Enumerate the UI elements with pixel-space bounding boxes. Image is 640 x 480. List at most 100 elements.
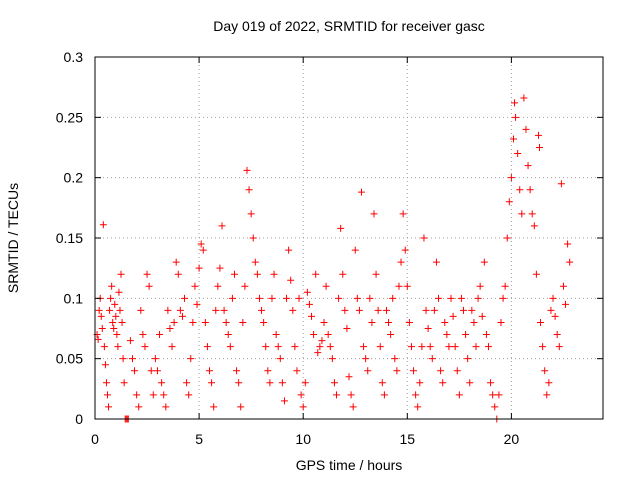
data-point — [176, 306, 184, 314]
data-point — [347, 391, 355, 399]
data-point — [141, 343, 149, 351]
grid — [95, 57, 603, 419]
data-point — [303, 288, 311, 296]
data-point — [562, 300, 570, 308]
data-point — [147, 367, 155, 375]
data-point — [164, 306, 172, 314]
data-point — [258, 306, 266, 314]
data-point — [432, 258, 440, 266]
data-point — [117, 270, 125, 278]
data-point — [407, 343, 415, 351]
data-point — [100, 343, 108, 351]
data-point — [372, 270, 380, 278]
data-point — [418, 343, 426, 351]
data-point — [378, 379, 386, 387]
data-point — [443, 331, 451, 339]
data-point — [382, 306, 390, 314]
data-point — [474, 294, 482, 302]
data-point — [233, 367, 241, 375]
data-point — [326, 343, 334, 351]
data-point — [210, 403, 218, 411]
data-point — [183, 379, 191, 387]
data-point — [98, 325, 106, 332]
data-point — [330, 379, 338, 387]
axis-ticks: 0 0.05 0.1 0.15 0.2 0.25 0.3 0 5 10 15 20 — [56, 49, 603, 447]
data-point — [220, 306, 228, 314]
data-point — [287, 276, 295, 284]
data-point — [222, 318, 230, 326]
data-point — [201, 318, 209, 326]
data-point — [310, 331, 318, 339]
data-points — [93, 94, 574, 423]
data-point — [119, 355, 127, 363]
data-point — [187, 355, 195, 363]
data-point — [143, 270, 151, 278]
x-tick-label: 0 — [91, 431, 99, 447]
data-point — [491, 403, 499, 411]
data-point — [393, 367, 401, 375]
data-point — [557, 180, 565, 188]
data-point — [251, 258, 259, 266]
data-point — [368, 318, 376, 326]
data-point — [291, 343, 299, 351]
data-point — [522, 125, 530, 133]
data-point — [262, 343, 270, 351]
x-tick-label: 10 — [295, 431, 311, 447]
data-point — [401, 246, 409, 254]
data-point — [185, 391, 193, 399]
data-point — [380, 391, 388, 399]
y-tick-label: 0.2 — [64, 170, 84, 186]
data-point — [537, 318, 545, 326]
data-point — [422, 306, 430, 314]
data-point — [420, 234, 428, 242]
data-point — [278, 379, 286, 387]
data-point — [95, 306, 103, 314]
data-point — [399, 210, 407, 218]
data-point — [110, 325, 118, 332]
data-point — [102, 379, 110, 387]
data-point — [156, 331, 164, 339]
data-point — [128, 355, 136, 363]
data-point — [118, 318, 126, 326]
data-point — [268, 294, 276, 302]
data-point — [241, 282, 249, 290]
data-point — [337, 224, 345, 232]
data-point — [214, 282, 222, 290]
data-point — [230, 270, 238, 278]
data-point — [249, 234, 257, 242]
data-point — [320, 318, 328, 326]
data-point — [172, 258, 180, 266]
data-point — [135, 403, 143, 411]
data-point — [189, 318, 197, 326]
data-point — [509, 135, 517, 143]
y-tick-label: 0.3 — [64, 49, 84, 65]
data-point — [478, 312, 486, 320]
y-tick-label: 0 — [75, 411, 83, 427]
data-point — [312, 270, 320, 278]
data-point — [553, 331, 561, 339]
data-point — [94, 335, 102, 343]
data-point — [374, 306, 382, 314]
data-point — [539, 343, 547, 351]
data-point — [364, 367, 372, 375]
data-point — [328, 355, 336, 363]
data-point — [149, 391, 157, 399]
data-point — [139, 331, 147, 339]
data-point — [101, 361, 109, 369]
data-point — [260, 318, 268, 326]
data-point — [270, 270, 278, 278]
data-point — [559, 282, 567, 290]
data-point — [116, 306, 124, 314]
data-point — [243, 166, 251, 174]
data-point — [199, 246, 207, 254]
data-point — [387, 331, 395, 339]
data-point — [203, 343, 211, 351]
data-point — [464, 355, 472, 363]
data-point — [206, 367, 214, 375]
data-point — [111, 300, 119, 308]
data-point — [314, 349, 322, 357]
data-point — [410, 367, 418, 375]
y-tick-label: 0.15 — [56, 230, 83, 246]
data-point — [170, 318, 178, 326]
data-point — [335, 294, 343, 302]
